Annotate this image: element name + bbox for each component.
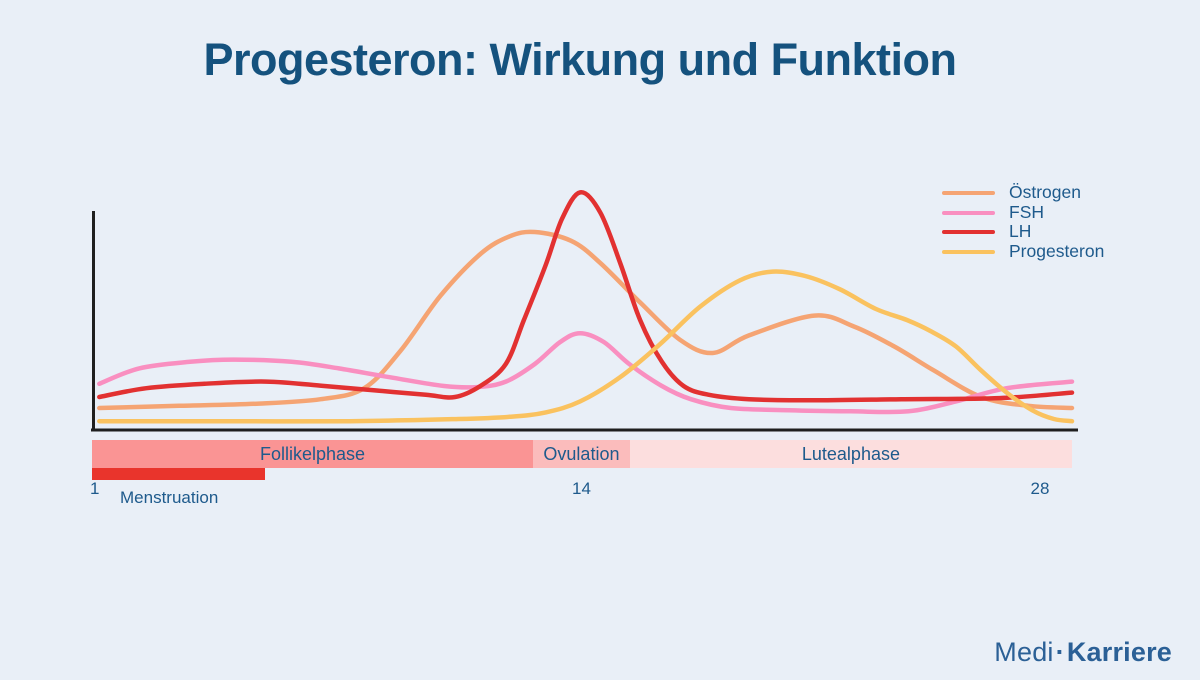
legend-line-swatch-progesteron [942, 249, 995, 254]
menstruation-bar [92, 468, 266, 480]
curve-group [97, 190, 1075, 424]
curve-progesteron [97, 269, 1075, 424]
phase-band-follikelphase: Follikelphase [92, 440, 533, 468]
legend-line-swatch-oestrogen [942, 190, 995, 195]
legend-item: LH [942, 222, 1104, 242]
menstruation-label: Menstruation [120, 488, 219, 507]
legend-item: Östrogen [942, 183, 1104, 203]
phase-band-lutealphase: Lutealphase [629, 440, 1072, 468]
phase-band-ovulation: Ovulation [533, 440, 630, 468]
medi-karriere-logo: Medi·Karriere [994, 637, 1172, 668]
legend-label: Progesteron [1009, 241, 1105, 262]
legend-label: LH [1009, 221, 1032, 242]
x-tick-day-1: 1 [90, 479, 100, 498]
logo-part-karriere: Karriere [1066, 637, 1172, 667]
x-tick-day-14: 14 [571, 479, 591, 498]
curve-lh [97, 190, 1075, 403]
logo-part-medi: Medi [994, 637, 1054, 667]
page-title: Progesteron: Wirkung und Funktion [203, 34, 957, 85]
legend-item: Progesteron [942, 242, 1104, 262]
legend-line-swatch-lh [942, 230, 995, 235]
curve-östrogen [97, 229, 1075, 411]
logo-separator-dot: · [1055, 637, 1065, 667]
legend-item: FSH [942, 203, 1104, 223]
legend-line-swatch-fsh [942, 210, 995, 215]
x-tick-day-28: 28 [1030, 479, 1050, 498]
legend-label: Östrogen [1009, 182, 1081, 203]
curve-fsh [97, 330, 1075, 415]
legend-label: FSH [1009, 201, 1044, 222]
chart-legend: Östrogen FSH LH Progesteron [942, 183, 1104, 262]
